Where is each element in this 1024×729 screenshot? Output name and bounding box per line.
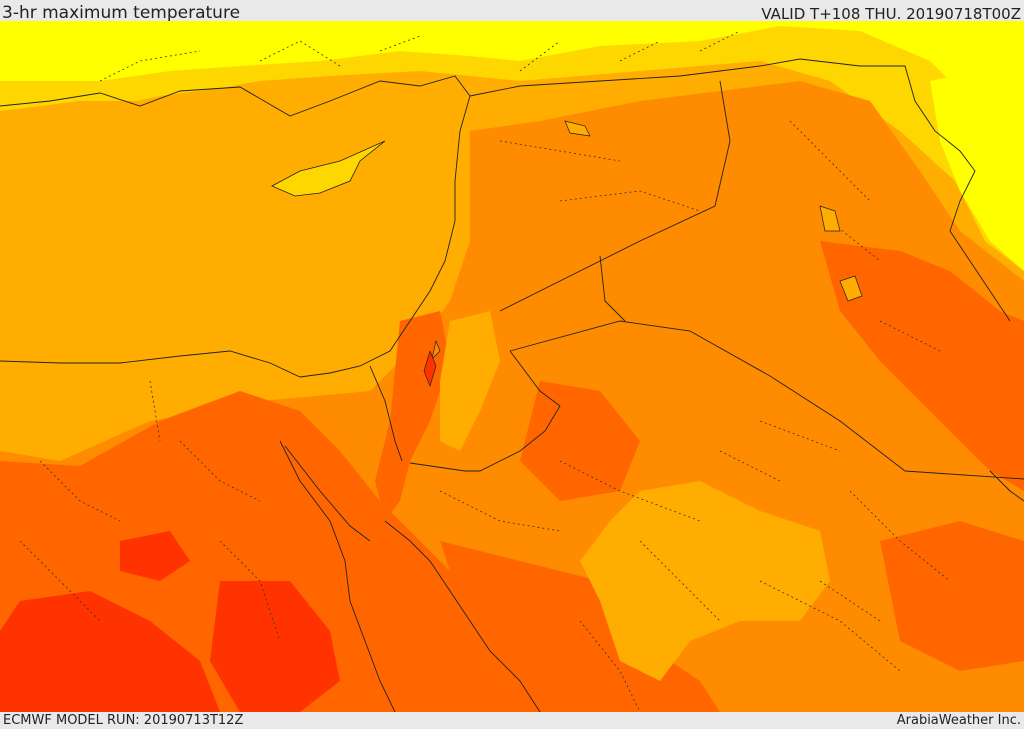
hottest-zone-egypt-2 — [210, 581, 340, 712]
yellow-east-zone — [930, 61, 1024, 271]
coastline-gulf-suez — [284, 445, 371, 542]
coastline-anatolia — [0, 75, 471, 117]
admin-lines-2 — [499, 120, 951, 582]
hot-zone-central — [520, 381, 640, 501]
hottest-zone-egypt — [0, 591, 220, 712]
hot-zone-iraq — [820, 241, 1024, 491]
light-zone-levant — [440, 311, 500, 451]
coastline-levant — [0, 95, 471, 378]
hot-zone-east — [880, 521, 1024, 671]
admin-lines-3 — [39, 380, 901, 712]
light-zone-nejd — [580, 481, 830, 681]
coastline-red-sea-west — [279, 440, 396, 712]
admin-lines-1 — [99, 30, 741, 82]
lake-iraq-1 — [819, 205, 841, 232]
header-bar: 3-hr maximum temperature VALID T+108 THU… — [0, 0, 1024, 23]
model-run-label: ECMWF MODEL RUN: 20190713T12Z — [3, 713, 244, 728]
mediterranean-sea — [0, 79, 455, 371]
cyprus-island — [271, 140, 386, 197]
bright-yellow-zone — [0, 21, 1024, 141]
lake-tiberias — [431, 339, 441, 361]
valid-time-label: VALID T+108 THU. 20190718T00Z — [761, 5, 1021, 23]
coastline-red-sea-east — [384, 520, 541, 712]
border-iraq-saudi — [509, 320, 1024, 480]
footer-bar: ECMWF MODEL RUN: 20190713T12Z ArabiaWeat… — [0, 712, 1024, 729]
credit-label: ArabiaWeather Inc. — [896, 713, 1021, 728]
lake-iraq-2 — [839, 275, 863, 302]
lake-syria — [564, 120, 591, 137]
coastline-gulf — [989, 470, 1024, 502]
border-syria-iraq — [499, 80, 731, 312]
admin-lines-4 — [19, 450, 881, 642]
border-egypt-israel — [369, 365, 403, 462]
dead-sea — [423, 349, 437, 388]
border-syria-jordan — [599, 255, 626, 322]
border-iraq-iran — [799, 58, 1011, 322]
temperature-map — [0, 21, 1024, 712]
hottest-zone-sinai — [120, 531, 190, 581]
border-jordan — [409, 350, 561, 472]
border-turkey-syria — [469, 58, 801, 97]
map-title: 3-hr maximum temperature — [2, 3, 241, 23]
